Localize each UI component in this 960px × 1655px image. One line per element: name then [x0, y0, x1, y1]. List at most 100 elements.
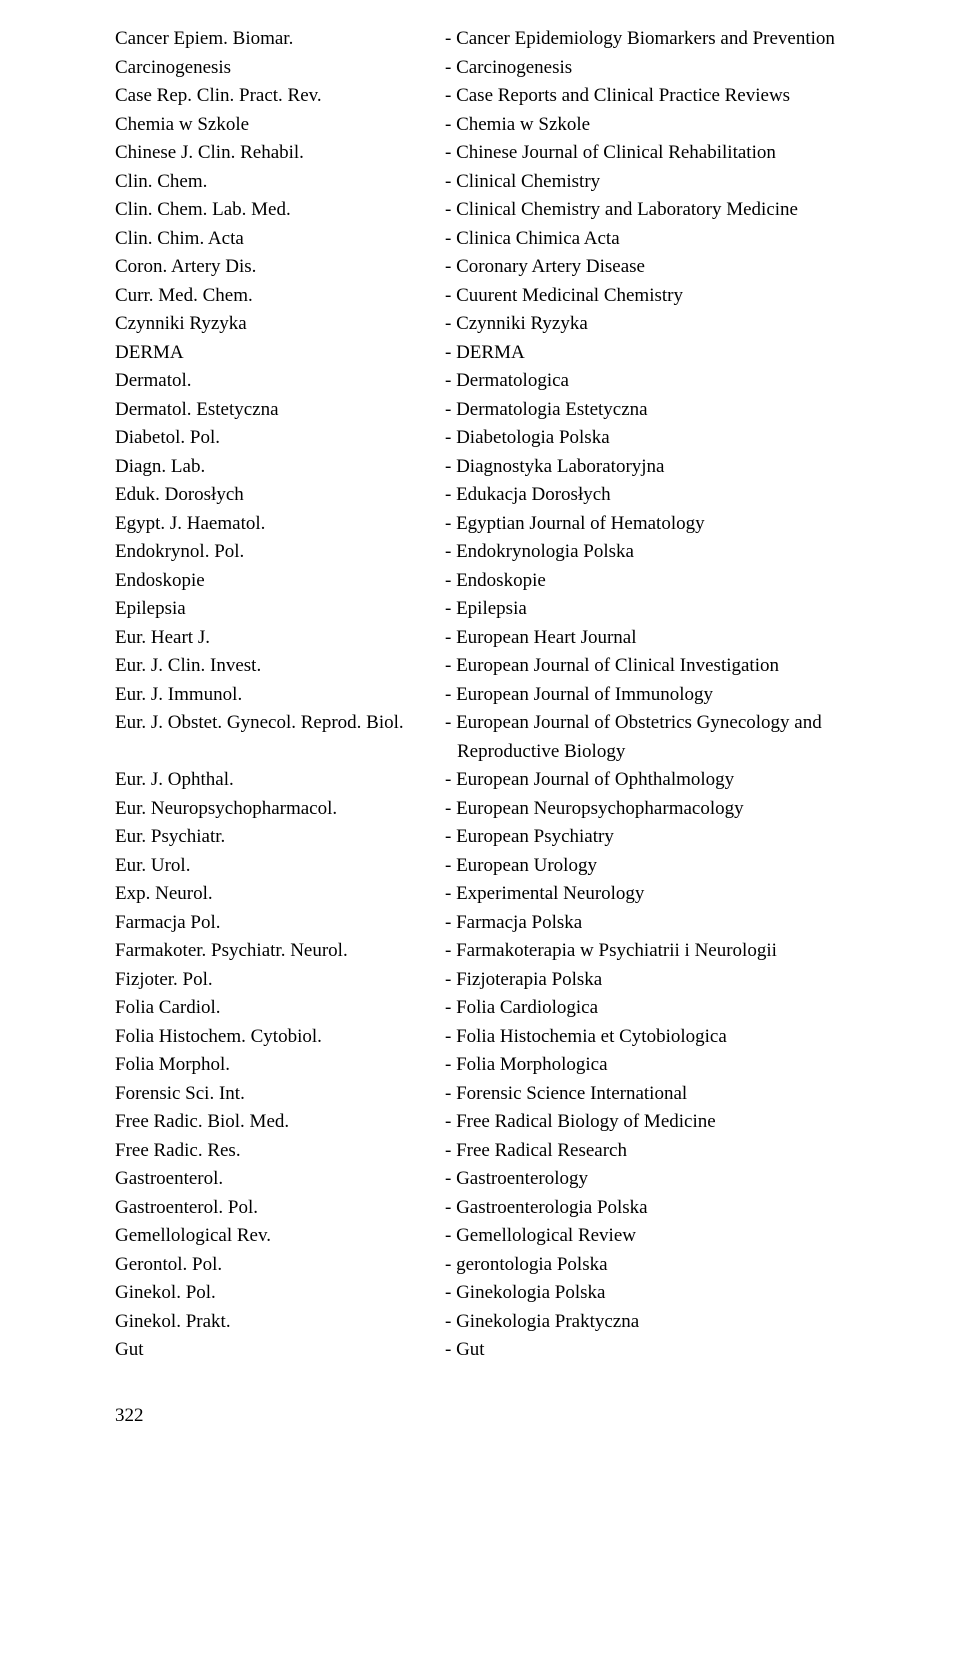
entry-row: Gemellological Rev.- Gemellological Revi…: [115, 1222, 905, 1251]
entry-row: Ginekol. Pol.- Ginekologia Polska: [115, 1279, 905, 1308]
entry-row: Exp. Neurol.- Experimental Neurology: [115, 880, 905, 909]
full-name: - Endokrynologia Polska: [445, 538, 905, 567]
abbreviation: Egypt. J. Haematol.: [115, 510, 445, 539]
abbreviation: Clin. Chim. Acta: [115, 225, 445, 254]
abbreviation: Eur. Heart J.: [115, 624, 445, 653]
entry-row: Eur. J. Obstet. Gynecol. Reprod. Biol.- …: [115, 709, 905, 738]
abbreviation: Eur. J. Obstet. Gynecol. Reprod. Biol.: [115, 709, 445, 738]
abbreviation: Eduk. Dorosłych: [115, 481, 445, 510]
full-name: - Gut: [445, 1336, 905, 1365]
full-name: - Farmacja Polska: [445, 909, 905, 938]
abbreviation: Forensic Sci. Int.: [115, 1080, 445, 1109]
abbreviation: Gastroenterol.: [115, 1165, 445, 1194]
entry-row: Dermatol. Estetyczna- Dermatologia Estet…: [115, 396, 905, 425]
full-name: - Gemellological Review: [445, 1222, 905, 1251]
abbreviation: Case Rep. Clin. Pract. Rev.: [115, 82, 445, 111]
entry-row: Farmacja Pol.- Farmacja Polska: [115, 909, 905, 938]
entry-row: Carcinogenesis- Carcinogenesis: [115, 54, 905, 83]
full-name: - Clinical Chemistry: [445, 168, 905, 197]
abbreviation: Eur. Neuropsychopharmacol.: [115, 795, 445, 824]
entry-row: Clin. Chim. Acta- Clinica Chimica Acta: [115, 225, 905, 254]
abbreviation: Exp. Neurol.: [115, 880, 445, 909]
abbreviation: Fizjoter. Pol.: [115, 966, 445, 995]
entry-row: Endoskopie- Endoskopie: [115, 567, 905, 596]
abbreviation: DERMA: [115, 339, 445, 368]
full-name: - European Neuropsychopharmacology: [445, 795, 905, 824]
abbreviation: Free Radic. Res.: [115, 1137, 445, 1166]
full-name-continuation: Reproductive Biology: [445, 738, 905, 767]
full-name: - Chinese Journal of Clinical Rehabilita…: [445, 139, 905, 168]
abbreviation: Epilepsia: [115, 595, 445, 624]
entry-row: Epilepsia- Epilepsia: [115, 595, 905, 624]
abbreviation: Chinese J. Clin. Rehabil.: [115, 139, 445, 168]
entry-row: Free Radic. Biol. Med.- Free Radical Bio…: [115, 1108, 905, 1137]
full-name: - European Journal of Obstetrics Gynecol…: [445, 709, 905, 738]
entry-row: Clin. Chem. Lab. Med.- Clinical Chemistr…: [115, 196, 905, 225]
full-name: - Egyptian Journal of Hematology: [445, 510, 905, 539]
abbreviation: Dermatol.: [115, 367, 445, 396]
entry-row: Chemia w Szkole- Chemia w Szkole: [115, 111, 905, 140]
full-name: - Diagnostyka Laboratoryjna: [445, 453, 905, 482]
full-name: - Free Radical Research: [445, 1137, 905, 1166]
full-name: - Gastroenterologia Polska: [445, 1194, 905, 1223]
full-name: - Czynniki Ryzyka: [445, 310, 905, 339]
entry-row: Gerontol. Pol.- gerontologia Polska: [115, 1251, 905, 1280]
abbreviation: Coron. Artery Dis.: [115, 253, 445, 282]
full-name: - European Heart Journal: [445, 624, 905, 653]
abbreviation: Free Radic. Biol. Med.: [115, 1108, 445, 1137]
full-name: - Ginekologia Praktyczna: [445, 1308, 905, 1337]
entry-row: Clin. Chem.- Clinical Chemistry: [115, 168, 905, 197]
entry-row: Chinese J. Clin. Rehabil.- Chinese Journ…: [115, 139, 905, 168]
abbreviation: Folia Histochem. Cytobiol.: [115, 1023, 445, 1052]
full-name: - Cancer Epidemiology Biomarkers and Pre…: [445, 25, 905, 54]
abbreviation: Folia Morphol.: [115, 1051, 445, 1080]
abbreviation: Farmakoter. Psychiatr. Neurol.: [115, 937, 445, 966]
abbreviation: Czynniki Ryzyka: [115, 310, 445, 339]
full-name: - Coronary Artery Disease: [445, 253, 905, 282]
full-name: - gerontologia Polska: [445, 1251, 905, 1280]
entry-row: Folia Morphol.- Folia Morphologica: [115, 1051, 905, 1080]
entry-row: Gastroenterol.- Gastroenterology: [115, 1165, 905, 1194]
document-page: Cancer Epiem. Biomar.- Cancer Epidemiolo…: [0, 0, 960, 1467]
abbreviation: Dermatol. Estetyczna: [115, 396, 445, 425]
full-name: - Folia Morphologica: [445, 1051, 905, 1080]
entry-row: Eur. J. Immunol.- European Journal of Im…: [115, 681, 905, 710]
abbreviation: Folia Cardiol.: [115, 994, 445, 1023]
entry-row: Endokrynol. Pol.- Endokrynologia Polska: [115, 538, 905, 567]
full-name: - Folia Histochemia et Cytobiologica: [445, 1023, 905, 1052]
entry-row: Ginekol. Prakt.- Ginekologia Praktyczna: [115, 1308, 905, 1337]
entry-row: DERMA- DERMA: [115, 339, 905, 368]
entry-row: Gastroenterol. Pol.- Gastroenterologia P…: [115, 1194, 905, 1223]
full-name: - Carcinogenesis: [445, 54, 905, 83]
page-number: 322: [115, 1405, 905, 1427]
abbreviation: Gerontol. Pol.: [115, 1251, 445, 1280]
abbreviation: Ginekol. Prakt.: [115, 1308, 445, 1337]
full-name: - Epilepsia: [445, 595, 905, 624]
abbreviation: Eur. Urol.: [115, 852, 445, 881]
full-name: - Ginekologia Polska: [445, 1279, 905, 1308]
entry-row: Diabetol. Pol.- Diabetologia Polska: [115, 424, 905, 453]
abbreviation: Farmacja Pol.: [115, 909, 445, 938]
abbreviation: Chemia w Szkole: [115, 111, 445, 140]
abbreviation: Diabetol. Pol.: [115, 424, 445, 453]
full-name: - Clinical Chemistry and Laboratory Medi…: [445, 196, 905, 225]
entry-row: Eur. Urol.- European Urology: [115, 852, 905, 881]
abbreviation: Eur. Psychiatr.: [115, 823, 445, 852]
entry-row: Cancer Epiem. Biomar.- Cancer Epidemiolo…: [115, 25, 905, 54]
full-name: - European Journal of Clinical Investiga…: [445, 652, 905, 681]
entry-row: Gut- Gut: [115, 1336, 905, 1365]
entry-row: Folia Histochem. Cytobiol.- Folia Histoc…: [115, 1023, 905, 1052]
entry-row: Eur. Neuropsychopharmacol.- European Neu…: [115, 795, 905, 824]
entry-continuation-row: Reproductive Biology: [115, 738, 905, 767]
full-name: - Fizjoterapia Polska: [445, 966, 905, 995]
full-name: - European Journal of Ophthalmology: [445, 766, 905, 795]
abbreviation: Clin. Chem.: [115, 168, 445, 197]
abbreviation: Endoskopie: [115, 567, 445, 596]
abbreviation: Cancer Epiem. Biomar.: [115, 25, 445, 54]
entry-row: Curr. Med. Chem.- Cuurent Medicinal Chem…: [115, 282, 905, 311]
full-name: - Experimental Neurology: [445, 880, 905, 909]
entry-row: Folia Cardiol.- Folia Cardiologica: [115, 994, 905, 1023]
abbreviation: Carcinogenesis: [115, 54, 445, 83]
full-name: - Case Reports and Clinical Practice Rev…: [445, 82, 905, 111]
full-name: - Folia Cardiologica: [445, 994, 905, 1023]
